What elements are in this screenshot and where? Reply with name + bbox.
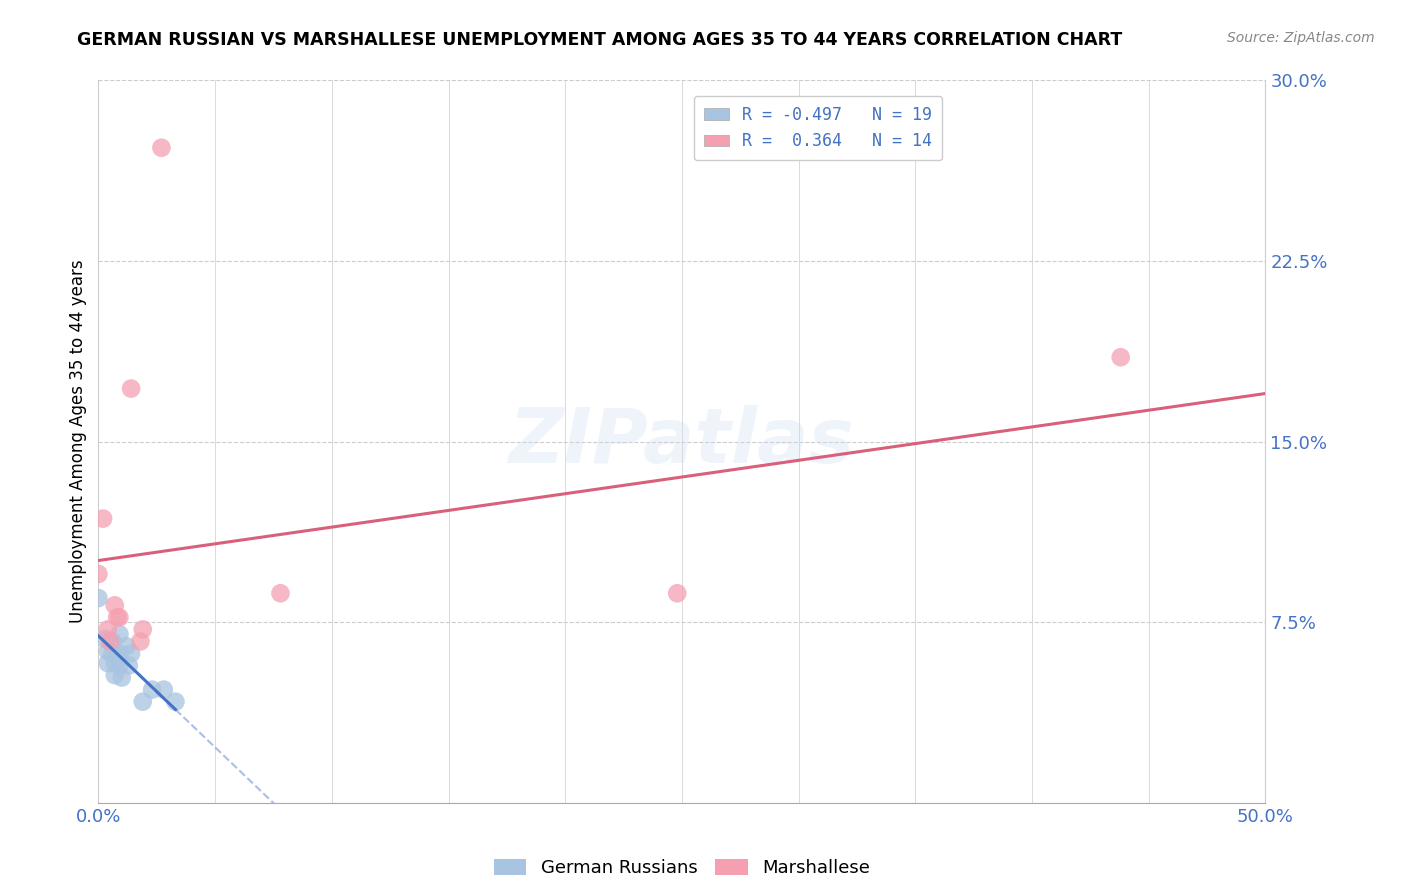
Point — [104, 668, 127, 682]
Point — [269, 586, 291, 600]
Point — [120, 382, 142, 396]
Point — [141, 682, 163, 697]
Point — [94, 632, 117, 646]
Point — [152, 682, 174, 697]
Legend: German Russians, Marshallese: German Russians, Marshallese — [486, 852, 877, 884]
Point — [111, 671, 134, 685]
Point — [97, 623, 120, 637]
Point — [97, 656, 120, 670]
Point — [115, 639, 138, 653]
Point — [108, 627, 131, 641]
Point — [1109, 350, 1132, 364]
Point — [87, 591, 110, 605]
Point — [101, 647, 124, 661]
Point — [165, 695, 187, 709]
Point — [104, 599, 127, 613]
Point — [101, 634, 124, 648]
Point — [104, 656, 127, 670]
Point — [98, 634, 121, 648]
Point — [105, 610, 128, 624]
Point — [129, 634, 152, 648]
Point — [108, 610, 131, 624]
Text: GERMAN RUSSIAN VS MARSHALLESE UNEMPLOYMENT AMONG AGES 35 TO 44 YEARS CORRELATION: GERMAN RUSSIAN VS MARSHALLESE UNEMPLOYME… — [77, 31, 1122, 49]
Point — [120, 647, 142, 661]
Point — [666, 586, 689, 600]
Point — [132, 623, 155, 637]
Point — [118, 658, 141, 673]
Text: ZIPatlas: ZIPatlas — [509, 405, 855, 478]
Point — [87, 567, 110, 582]
Point — [91, 511, 114, 525]
Text: Source: ZipAtlas.com: Source: ZipAtlas.com — [1227, 31, 1375, 45]
Point — [150, 141, 173, 155]
Point — [108, 658, 131, 673]
Point — [132, 695, 155, 709]
Point — [108, 647, 131, 661]
Point — [97, 644, 120, 658]
Y-axis label: Unemployment Among Ages 35 to 44 years: Unemployment Among Ages 35 to 44 years — [69, 260, 87, 624]
